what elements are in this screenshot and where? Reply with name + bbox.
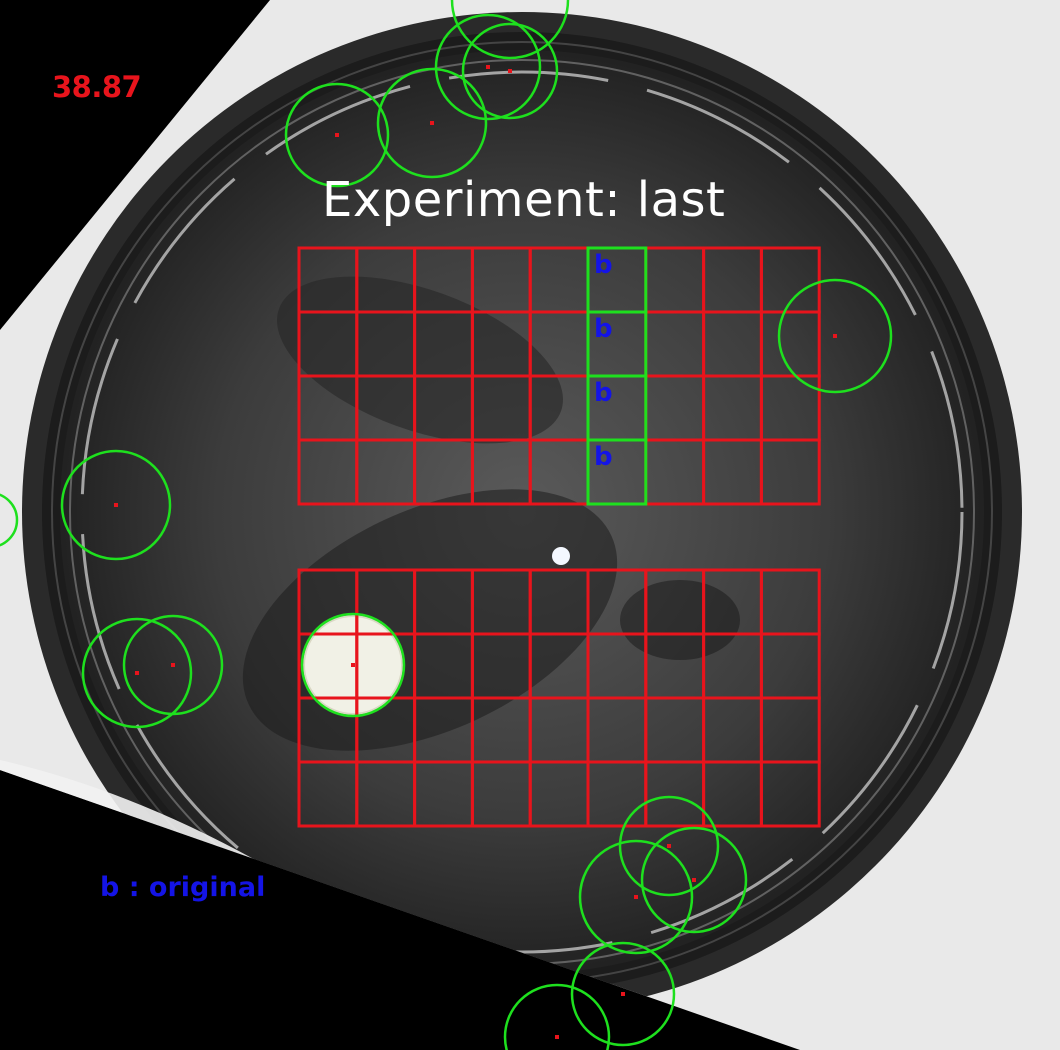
detection-center-dot — [135, 671, 139, 675]
detection-center-dot — [335, 133, 339, 137]
detection-circle — [60, 449, 172, 561]
cell-marker-label: b — [594, 314, 613, 344]
detection-center-dot — [634, 895, 638, 899]
light-reflection — [552, 547, 570, 565]
detection-circle — [570, 941, 676, 1047]
detection-circle — [376, 67, 488, 179]
detection-center-dot — [351, 663, 355, 667]
detection-circle — [618, 795, 720, 897]
detection-center-dot — [508, 69, 512, 73]
detection-circle — [503, 983, 611, 1050]
detection-center-dot — [486, 65, 490, 69]
detection-circle — [450, 0, 570, 60]
detection-center-dot — [430, 121, 434, 125]
grid-cell — [759, 760, 821, 828]
detection-circle — [777, 278, 893, 394]
detection-center-dot — [692, 878, 696, 882]
grid-overlay: b b b b — [297, 246, 821, 828]
grid-cell-highlighted — [586, 438, 648, 506]
detection-center-dot — [555, 1035, 559, 1039]
cell-marker-label: b — [594, 442, 613, 472]
detection-circle — [640, 826, 748, 934]
detection-center-dot — [667, 844, 671, 848]
detection-center-dot — [171, 663, 175, 667]
score-readout: 38.87 — [52, 70, 142, 104]
detection-circle — [0, 493, 19, 547]
detection-overlay — [0, 0, 893, 1050]
experiment-title: Experiment: last — [322, 172, 726, 228]
legend-label: b : original — [100, 872, 266, 903]
detection-circle — [578, 839, 694, 955]
detection-circle — [284, 82, 390, 188]
cell-marker-label: b — [594, 378, 613, 408]
detection-circle — [434, 13, 542, 121]
cell-marker-label: b — [594, 250, 613, 280]
detection-center-dot — [114, 503, 118, 507]
detection-center-dot — [621, 992, 625, 996]
lower-grid — [297, 568, 821, 828]
upper-grid: b b b b — [297, 246, 821, 506]
detection-center-dot — [833, 334, 837, 338]
grid-cell — [759, 438, 821, 506]
detection-circle — [461, 22, 559, 120]
detection-circle — [300, 612, 406, 718]
detection-circle — [81, 617, 193, 729]
